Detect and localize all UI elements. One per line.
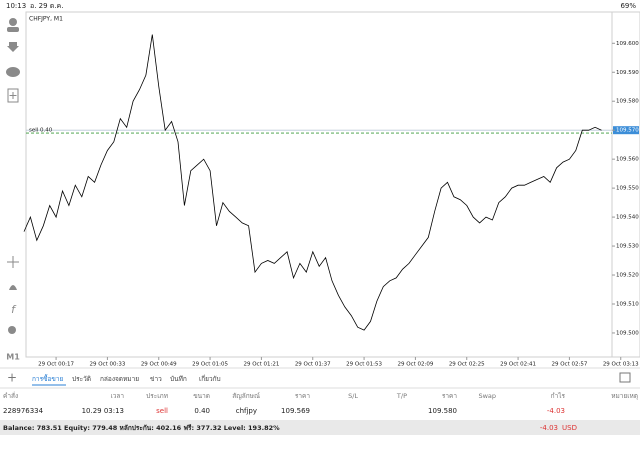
chart: sell 0.40 109.600 109.590 109.580 109.570 109…: [23, 34, 639, 368]
column-header: ราคา: [442, 392, 457, 400]
order-cell: 109.580: [428, 407, 457, 415]
y-tick-label: 109.500: [616, 330, 639, 336]
tab[interactable]: ประวัติ: [72, 375, 91, 383]
price-line: [23, 34, 602, 331]
y-tick-label: 109.560: [616, 157, 639, 163]
order-cell: 0.40: [194, 407, 210, 415]
add-button[interactable]: +: [7, 371, 17, 385]
orders-table: คำสั่ง เวลา ประเภท ขนาด สัญลักษณ์ ราคา S/L T/P ร…: [0, 387, 640, 415]
left-toolbar: f M1: [6, 18, 20, 362]
order-cell: sell: [156, 407, 168, 415]
new-icon-plus: [9, 92, 17, 99]
y-tick-label: 109.530: [616, 244, 639, 250]
objects-icon[interactable]: [9, 285, 17, 290]
y-tick-label: 109.510: [616, 301, 639, 307]
shapes-icon[interactable]: [8, 326, 16, 334]
order-cell: 228976334: [3, 407, 44, 415]
x-tick-label: 29 Oct 02:57: [551, 362, 587, 368]
order-label: sell 0.40: [29, 128, 53, 134]
column-header: กำไร: [551, 392, 566, 400]
x-tick-label: 29 Oct 02:09: [397, 362, 433, 368]
column-header: ราคา: [295, 392, 310, 400]
tab[interactable]: บันทึก: [170, 375, 187, 383]
tab[interactable]: การซื้อขาย: [32, 374, 63, 383]
crosshair-icon[interactable]: [7, 256, 19, 268]
footer-bar: [0, 420, 640, 435]
column-header: คำสั่ง: [3, 391, 18, 400]
x-tick-label: 29 Oct 00:33: [89, 362, 125, 368]
order-cell: -4.03: [547, 407, 565, 415]
total-profit: -4.03: [540, 424, 558, 432]
status-date: อ. 29 ต.ค.: [30, 2, 63, 10]
indicator-icon[interactable]: f: [11, 303, 17, 316]
x-tick-label: 29 Oct 01:21: [243, 362, 279, 368]
x-tick-label: 29 Oct 03:13: [603, 362, 639, 368]
column-header: ขนาด: [193, 392, 210, 400]
x-tick-label: 29 Oct 00:49: [141, 362, 177, 368]
y-tick-label: 109.590: [616, 70, 639, 76]
y-tick-label: 109.520: [616, 273, 639, 279]
account-summary: Balance: 783.51 Equity: 779.48 หลักประกั…: [3, 424, 280, 432]
status-time: 10:13: [6, 2, 26, 10]
y-tick-label: 109.600: [616, 41, 639, 47]
order-cell: chfjpy: [236, 407, 257, 415]
y-tick-label: 109.550: [616, 186, 639, 192]
column-header: S/L: [348, 392, 358, 400]
x-tick-label: 29 Oct 01:37: [295, 362, 331, 368]
chart-title: CHFJPY, M1: [29, 16, 63, 23]
y-tick-label: 109.570: [616, 128, 639, 134]
new-icon[interactable]: [7, 88, 19, 103]
tabs: การซื้อขาย ประวัติ กล่องจดหมาย ข่าว บันทึก เก…: [32, 374, 221, 386]
bid-box: [613, 126, 639, 135]
column-header: Swap: [478, 392, 496, 400]
tab[interactable]: ข่าว: [150, 375, 162, 383]
x-tick-label: 29 Oct 01:53: [346, 362, 382, 368]
status-battery: 69%: [620, 2, 636, 10]
order-cell: 109.569: [281, 407, 310, 415]
column-header: เวลา: [110, 392, 124, 400]
chart-frame: [25, 11, 640, 358]
y-tick-label: 109.580: [616, 99, 639, 105]
column-header: T/P: [396, 392, 407, 400]
tab[interactable]: กล่องจดหมาย: [100, 375, 139, 383]
column-header: ประเภท: [146, 392, 168, 400]
x-tick-label: 29 Oct 02:41: [500, 362, 536, 368]
currency: USD: [562, 424, 577, 432]
column-header: หมายเหตุ: [611, 392, 638, 400]
layout-button[interactable]: [619, 372, 631, 383]
tab[interactable]: เกี่ยวกับ: [199, 374, 221, 383]
y-tick-label: 109.540: [616, 215, 639, 221]
chat-icon[interactable]: [6, 67, 20, 77]
timeframe-button[interactable]: M1: [6, 353, 20, 362]
trade-icon[interactable]: [7, 42, 19, 52]
x-tick-label: 29 Oct 00:17: [38, 362, 74, 368]
order-cell: 10.29 03:13: [82, 407, 124, 415]
x-tick-label: 29 Oct 01:05: [192, 362, 228, 368]
column-header: สัญลักษณ์: [232, 392, 260, 400]
x-tick-label: 29 Oct 02:25: [449, 362, 485, 368]
account-icon-body: [7, 27, 19, 32]
account-icon[interactable]: [9, 18, 17, 26]
